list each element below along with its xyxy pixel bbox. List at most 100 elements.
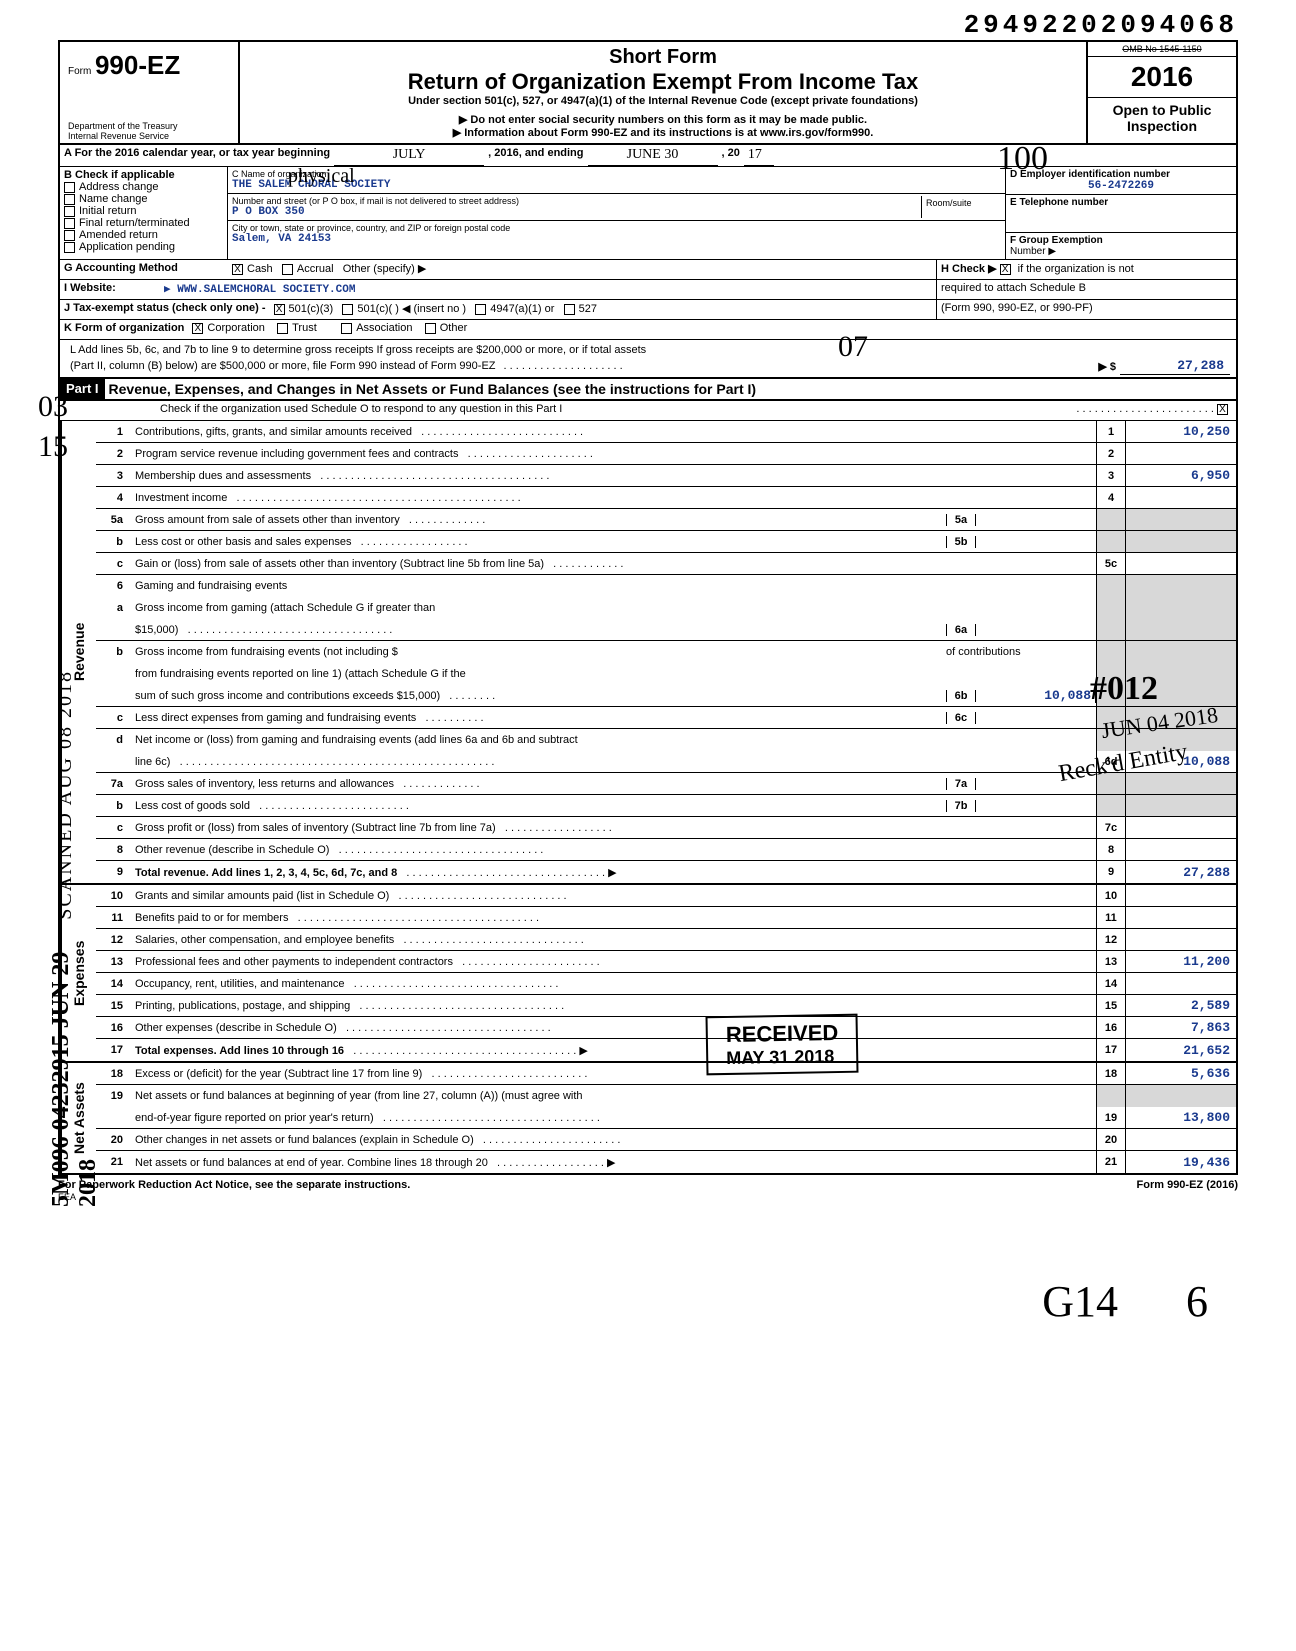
line-5c-val[interactable] bbox=[1126, 553, 1236, 574]
subtitle-3: ▶ Information about Form 990-EZ and its … bbox=[244, 126, 1082, 139]
checkbox-final-return[interactable] bbox=[64, 218, 75, 229]
line-a-mid: , 2016, and ending bbox=[484, 145, 587, 166]
footer-right: Form 990-EZ (2016) bbox=[1137, 1179, 1238, 1203]
scanned-stamp: SCANNED AUG 08 2018 bbox=[54, 670, 77, 920]
line-9-val[interactable]: 27,288 bbox=[1126, 861, 1236, 883]
line-16-val[interactable]: 7,863 bbox=[1126, 1017, 1236, 1038]
tax-year-end[interactable]: JUNE 30 bbox=[588, 145, 718, 166]
line-6b-of: of contributions bbox=[946, 646, 1096, 658]
part1-title: Revenue, Expenses, and Changes in Net As… bbox=[105, 379, 761, 399]
line-7a-txt: Gross sales of inventory, less returns a… bbox=[135, 778, 394, 790]
line-2-val[interactable] bbox=[1126, 443, 1236, 464]
checkbox-527[interactable] bbox=[564, 304, 575, 315]
l-txt2: (Part II, column (B) below) are $500,000… bbox=[66, 358, 500, 375]
k-o4: Other bbox=[440, 322, 468, 334]
b-amended: Amended return bbox=[79, 229, 158, 241]
checkbox-amended[interactable] bbox=[64, 230, 75, 241]
line-15-txt: Printing, publications, postage, and shi… bbox=[135, 1000, 350, 1012]
line-5c-txt: Gain or (loss) from sale of assets other… bbox=[135, 558, 544, 570]
hw-6: 6 bbox=[1186, 1276, 1208, 1327]
checkbox-other-org[interactable] bbox=[425, 323, 436, 334]
ein[interactable]: 56-2472269 bbox=[1010, 180, 1232, 192]
line-6b-txt2: from fundraising events reported on line… bbox=[131, 666, 946, 682]
checkbox-corporation[interactable]: X bbox=[192, 323, 203, 334]
k-o1: Corporation bbox=[207, 322, 264, 334]
h-txt: if the organization is not bbox=[1018, 263, 1134, 275]
checkbox-501c[interactable] bbox=[342, 304, 353, 315]
line-6a-txt2: $15,000) bbox=[135, 624, 178, 636]
line-14-val[interactable] bbox=[1126, 973, 1236, 994]
j-o1: 501(c)(3) bbox=[289, 303, 334, 315]
line-13-val[interactable]: 11,200 bbox=[1126, 951, 1236, 972]
line-7c-val[interactable] bbox=[1126, 817, 1236, 838]
line-7b-txt: Less cost of goods sold bbox=[135, 800, 250, 812]
line-6a-txt1: Gross income from gaming (attach Schedul… bbox=[131, 600, 946, 616]
line-9-txt: Total revenue. Add lines 1, 2, 3, 4, 5c,… bbox=[135, 867, 397, 879]
k-o3: Association bbox=[356, 322, 412, 334]
line-8-val[interactable] bbox=[1126, 839, 1236, 860]
g-label: G Accounting Method bbox=[60, 260, 228, 279]
line-17-txt: Total expenses. Add lines 10 through 16 bbox=[135, 1045, 344, 1057]
hw-g14: G14 bbox=[1042, 1276, 1118, 1327]
line-17-val[interactable]: 21,652 bbox=[1126, 1039, 1236, 1061]
i-label: I Website: bbox=[60, 280, 160, 299]
checkbox-4947[interactable] bbox=[475, 304, 486, 315]
line-18-val[interactable]: 5,636 bbox=[1126, 1063, 1236, 1084]
k-label: K Form of organization bbox=[60, 320, 188, 339]
line-1-txt: Contributions, gifts, grants, and simila… bbox=[135, 426, 412, 438]
h-label: H Check ▶ bbox=[941, 263, 997, 275]
checkbox-trust[interactable] bbox=[277, 323, 288, 334]
line-3-val[interactable]: 6,950 bbox=[1126, 465, 1236, 486]
line-19-val[interactable]: 13,800 bbox=[1126, 1107, 1236, 1128]
line-20-val[interactable] bbox=[1126, 1129, 1236, 1150]
checkbox-name-change[interactable] bbox=[64, 194, 75, 205]
line-6b-val[interactable]: 10,088 bbox=[976, 688, 1096, 703]
dept-treasury: Department of the Treasury bbox=[68, 121, 178, 131]
subtitle-1: Under section 501(c), 527, or 4947(a)(1)… bbox=[244, 95, 1082, 107]
part1-check-text: Check if the organization used Schedule … bbox=[60, 401, 1072, 420]
j-o4: 4947(a)(1) or bbox=[490, 303, 554, 315]
checkbox-accrual[interactable] bbox=[282, 264, 293, 275]
checkbox-schedule-o[interactable]: X bbox=[1217, 404, 1228, 415]
line-19-txt1: Net assets or fund balances at beginning… bbox=[131, 1088, 1096, 1104]
line-21-val[interactable]: 19,436 bbox=[1126, 1151, 1236, 1173]
line-6-txt: Gaming and fundraising events bbox=[131, 578, 1096, 594]
line-16-txt: Other expenses (describe in Schedule O) bbox=[135, 1022, 337, 1034]
line-1-val[interactable]: 10,250 bbox=[1126, 421, 1236, 442]
checkbox-501c3[interactable]: X bbox=[274, 304, 285, 315]
hw-012: #012 bbox=[1090, 670, 1158, 708]
line-4-val[interactable] bbox=[1126, 487, 1236, 508]
h-txt3: (Form 990, 990-EZ, or 990-PF) bbox=[936, 300, 1236, 319]
b-application-pending: Application pending bbox=[79, 241, 175, 253]
org-city[interactable]: Salem, VA 24153 bbox=[232, 233, 1001, 245]
f-label2: Number ▶ bbox=[1010, 246, 1232, 257]
line-12-val[interactable] bbox=[1126, 929, 1236, 950]
e-label: E Telephone number bbox=[1010, 197, 1232, 208]
checkbox-initial-return[interactable] bbox=[64, 206, 75, 217]
tax-year-end-yr[interactable]: 17 bbox=[744, 145, 774, 166]
org-address[interactable]: P O BOX 350 bbox=[232, 206, 921, 218]
b-name-change: Name change bbox=[79, 193, 148, 205]
short-form-title: Short Form bbox=[244, 46, 1082, 69]
checkbox-address-change[interactable] bbox=[64, 182, 75, 193]
checkbox-cash[interactable]: X bbox=[232, 264, 243, 275]
line-13-txt: Professional fees and other payments to … bbox=[135, 956, 453, 968]
open-public-2: Inspection bbox=[1092, 118, 1232, 134]
city-label: City or town, state or province, country… bbox=[232, 223, 1001, 233]
irs-label: Internal Revenue Service bbox=[68, 131, 178, 141]
line-10-val[interactable] bbox=[1126, 885, 1236, 906]
line-15-val[interactable]: 2,589 bbox=[1126, 995, 1236, 1016]
l-arrow: ▶ $ bbox=[1094, 358, 1120, 375]
checkbox-application-pending[interactable] bbox=[64, 242, 75, 253]
checkbox-association[interactable] bbox=[341, 323, 352, 334]
hw-03: 03 bbox=[38, 390, 68, 424]
checkbox-h[interactable]: X bbox=[1000, 264, 1011, 275]
line-11-val[interactable] bbox=[1126, 907, 1236, 928]
l-value[interactable]: 27,288 bbox=[1120, 358, 1230, 375]
tax-year: 2016 bbox=[1088, 57, 1236, 97]
line-a-yr-prefix: , 20 bbox=[718, 145, 744, 166]
received-stamp: RECEIVED bbox=[725, 1020, 838, 1048]
tax-year-begin[interactable]: JULY bbox=[334, 145, 484, 166]
website-value[interactable]: ▶ WWW.SALEMCHORAL SOCIETY.COM bbox=[160, 280, 936, 299]
line-5b-txt: Less cost or other basis and sales expen… bbox=[135, 536, 351, 548]
